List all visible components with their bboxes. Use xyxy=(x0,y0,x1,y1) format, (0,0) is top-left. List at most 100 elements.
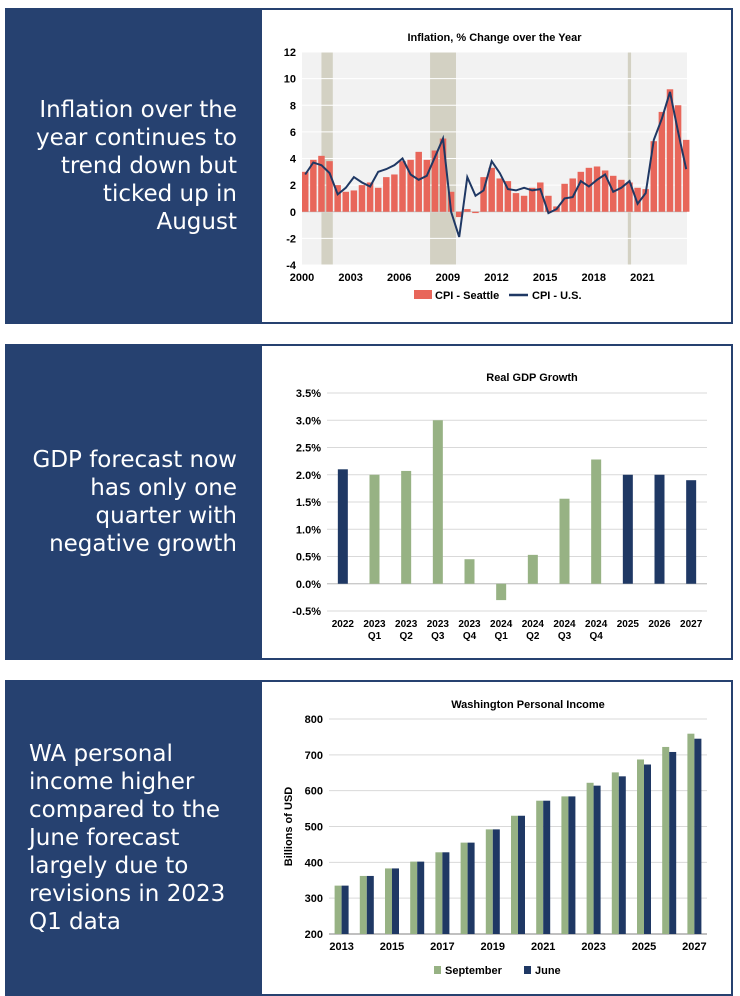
y-axis-label: Billions of USD xyxy=(283,787,295,867)
cpi-seattle-bar xyxy=(488,167,495,212)
x-tick-label: 2025 xyxy=(617,619,640,630)
x-tick-label: 2022 xyxy=(332,619,355,630)
cpi-seattle-bar xyxy=(431,150,439,212)
x-tick-label: 2027 xyxy=(682,941,706,953)
x-tick-sublabel: Q1 xyxy=(494,631,508,642)
cpi-seattle-bar xyxy=(593,166,601,212)
cpi-seattle-bar xyxy=(318,155,325,212)
cpi-seattle-bar xyxy=(456,211,463,218)
x-tick-label: 2018 xyxy=(582,272,606,284)
gdp-bar xyxy=(559,498,570,584)
x-tick-label: 2024 xyxy=(490,619,513,630)
x-tick-label: 2023 xyxy=(395,619,418,630)
gdp-bar xyxy=(369,474,380,584)
y-tick-label: 800 xyxy=(305,714,323,726)
cpi-seattle-bar xyxy=(658,111,666,212)
cpi-seattle-bar xyxy=(366,182,374,212)
cpi-seattle-bar xyxy=(334,185,341,212)
legend-label-september: September xyxy=(445,965,503,977)
cpi-seattle-bar xyxy=(577,171,585,212)
legend-swatch-cpi-seattle xyxy=(414,290,432,299)
inflation-caption-text: Inflation over the year continues to tre… xyxy=(35,97,237,235)
cpi-seattle-bar xyxy=(601,170,609,212)
cpi-seattle-bar xyxy=(447,191,455,212)
gdp-bar xyxy=(591,459,602,584)
cpi-seattle-bar xyxy=(682,139,690,212)
income-bar-june xyxy=(694,738,702,934)
income-bar-september xyxy=(536,800,544,934)
cpi-seattle-bar xyxy=(358,185,366,212)
x-tick-label: 2021 xyxy=(531,941,555,953)
y-tick-label: 3.5% xyxy=(296,388,321,400)
income-bar-june xyxy=(492,829,500,934)
x-tick-sublabel: Q3 xyxy=(558,631,572,642)
gdp-caption-text: GDP forecast now has only one quarter wi… xyxy=(32,447,238,557)
gdp-chart-area: Real GDP Growth -0.5% 0.0% 0.5% 1.0% 1.5% 2.0%… xyxy=(262,346,731,658)
y-tick-label: 0.5% xyxy=(296,552,321,564)
gdp-caption: GDP forecast now has only one quarter wi… xyxy=(7,346,257,658)
cpi-seattle-bar xyxy=(610,175,617,212)
income-bar-september xyxy=(561,796,569,934)
cpi-seattle-bar xyxy=(415,151,422,212)
legend-label-cpi-seattle: CPI - Seattle xyxy=(435,290,499,302)
y-tick-label: 500 xyxy=(305,822,323,834)
y-tick-label: 0.0% xyxy=(296,579,321,591)
inflation-caption: Inflation over the year continues to tre… xyxy=(7,10,257,322)
y-tick-label: 2.5% xyxy=(296,443,321,455)
chart-title: Washington Personal Income xyxy=(451,699,605,711)
cpi-seattle-bar xyxy=(650,141,658,212)
cpi-seattle-bar xyxy=(472,211,479,214)
income-panel: WA personal income higher compared to th… xyxy=(5,680,733,996)
x-tick-label: 2027 xyxy=(680,619,703,630)
legend-swatch-september xyxy=(434,966,441,974)
cpi-seattle-bar xyxy=(326,161,333,212)
x-tick-label: 2023 xyxy=(427,619,450,630)
x-tick-sublabel: Q4 xyxy=(589,631,603,642)
inflation-chart-area: Inflation, % Change over the Year -4 -2 0 2 4… xyxy=(262,10,731,322)
cpi-seattle-bar xyxy=(585,167,593,212)
y-tick-label: 12 xyxy=(284,47,296,59)
gdp-bar xyxy=(654,474,665,584)
gdp-panel: GDP forecast now has only one quarter wi… xyxy=(5,344,733,660)
y-tick-label: -2 xyxy=(286,233,296,245)
y-tick-label: 400 xyxy=(305,857,323,869)
legend-swatch-june xyxy=(524,966,531,974)
income-bar-june xyxy=(518,815,525,934)
y-tick-label: 2 xyxy=(290,180,296,192)
cpi-seattle-bar xyxy=(626,182,633,212)
gdp-bar xyxy=(337,469,348,584)
income-caption: WA personal income higher compared to th… xyxy=(7,682,257,994)
cpi-seattle-bar xyxy=(512,193,520,212)
income-bar-september xyxy=(586,782,594,934)
income-bar-june xyxy=(467,842,475,934)
income-bar-september xyxy=(435,852,443,934)
y-tick-label: -4 xyxy=(286,260,297,272)
x-tick-label: 2006 xyxy=(387,272,411,284)
income-bar-september xyxy=(460,842,468,934)
x-tick-sublabel: Q4 xyxy=(463,631,477,642)
income-bar-june xyxy=(543,800,551,934)
income-bar-june xyxy=(593,785,601,934)
x-tick-sublabel: Q2 xyxy=(526,631,540,642)
y-tick-label: 1.0% xyxy=(296,524,321,536)
x-tick-label: 2000 xyxy=(290,272,314,284)
gdp-bar xyxy=(464,559,475,584)
income-bar-september xyxy=(485,829,493,934)
x-tick-label: 2013 xyxy=(329,941,353,953)
y-tick-label: 6 xyxy=(290,127,296,139)
income-bar-june xyxy=(417,861,425,934)
y-tick-label: 3.0% xyxy=(296,415,321,427)
x-tick-sublabel: Q2 xyxy=(399,631,413,642)
y-tick-label: 700 xyxy=(305,750,323,762)
y-tick-label: -0.5% xyxy=(292,606,321,618)
x-tick-label: 2024 xyxy=(585,619,608,630)
cpi-seattle-bar xyxy=(423,159,431,212)
cpi-seattle-bar xyxy=(374,187,382,212)
y-tick-label: 300 xyxy=(305,893,323,905)
x-tick-label: 2025 xyxy=(632,941,656,953)
x-tick-label: 2009 xyxy=(436,272,460,284)
x-tick-label: 2023 xyxy=(458,619,481,630)
inflation-chart: Inflation, % Change over the Year -4 -2 0 2 4… xyxy=(284,32,690,302)
income-bar-september xyxy=(511,815,518,934)
legend-label-cpi-us: CPI - U.S. xyxy=(532,290,582,302)
